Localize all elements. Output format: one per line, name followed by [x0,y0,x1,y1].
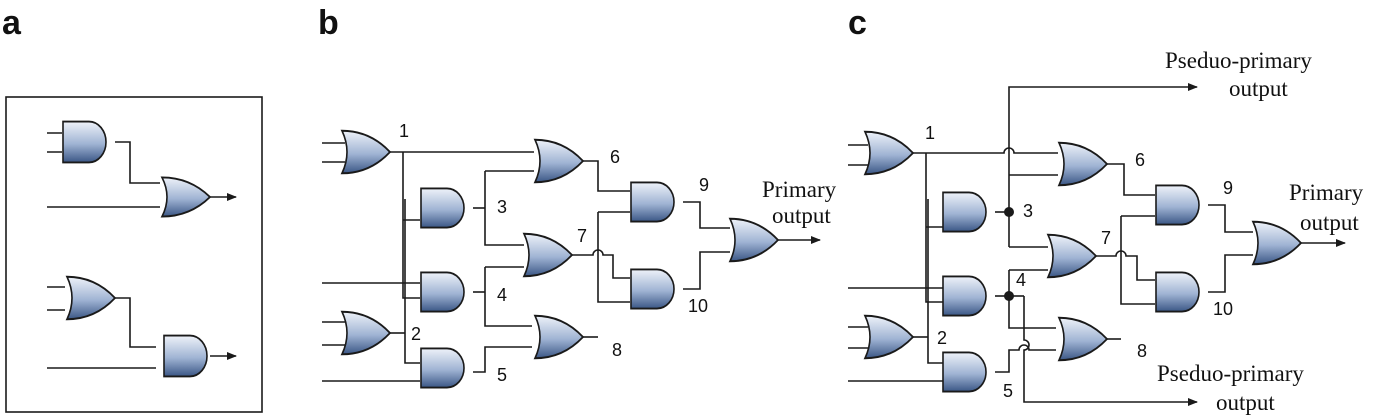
panel-c-gate-label: 5 [1003,381,1013,401]
panel-b-gate-3-and [420,187,465,229]
panel-c-gate-2-or [864,314,914,360]
panel-b-gate-label: 6 [610,147,620,167]
panel-c-gate-7-or [1047,233,1097,279]
panel-b-gate-4-and [420,271,465,313]
panel-b-gate-9-and [630,181,675,223]
panel-b-primary-output-label: Primary [762,177,837,202]
panel-c-gate-4-and [942,275,987,317]
panel-c-junction-dot-3 [1004,207,1014,217]
panel-b-gate-label: 1 [399,121,409,141]
panel-b-gate-label: 8 [612,340,622,360]
panel-c-gate-label: 3 [1023,201,1033,221]
panel-a-letter: a [2,4,22,42]
panel-b-gate-label: 10 [688,296,708,316]
panel-a-and-gate [62,120,107,164]
panel-c-gate-label: 10 [1213,299,1233,319]
panel-a: a [2,4,263,413]
panel-c-gate-3-and [942,191,987,233]
panel-b-gate-label: 3 [497,197,507,217]
panel-c-gate-9-and [1155,184,1200,226]
panel-b-gate-10-and [630,268,675,310]
panel-c-gate-5-and [942,351,987,393]
panel-b-wires [322,142,821,382]
panel-b-letter: b [318,4,339,42]
panel-c-letter: c [848,4,867,42]
panel-c-junction-dot-4 [1004,291,1014,301]
panel-b-primary-output-label: output [772,203,831,228]
panel-b-gate-2-or [341,310,391,356]
panel-b-gate-label: 7 [577,226,587,246]
panel-b-gate-label: 2 [411,324,421,344]
panel-a-wires [47,132,237,369]
panel-b: b [318,4,837,389]
panel-b-gate-5-and [420,347,465,389]
panel-a-and-gate [163,334,208,378]
panel-b-gate-label: 9 [699,175,709,195]
panel-b-gate-6-or [534,138,584,184]
panel-c-gate-labels: 1 2 3 4 5 6 7 8 9 10 [925,123,1233,401]
panel-b-gate-label: 4 [497,285,507,305]
panel-b-gate-1-or [341,129,391,175]
panel-a-or-gate [161,176,211,218]
panel-c-gate-label: 8 [1137,341,1147,361]
panel-c-pseudo-output-top-label: output [1229,76,1288,101]
panel-c: c [848,4,1364,415]
panel-c-primary-output-label: output [1300,210,1359,235]
panel-b-final-or-gate [729,217,779,263]
panel-c-primary-output-label: Primary [1289,180,1364,205]
panel-c-gate-8-or [1058,316,1108,362]
panel-c-gate-10-and [1155,271,1200,313]
panel-b-gate-8-or [534,314,584,360]
panel-c-gate-1-or [864,130,914,176]
panel-c-gate-label: 7 [1101,228,1111,248]
panel-c-pseudo-output-top-label: Pseduo-primary [1165,48,1312,73]
panel-c-final-or-gate [1252,220,1302,266]
panel-a-frame [5,96,263,413]
panel-b-gate-label: 5 [497,365,507,385]
panel-a-or-gate [66,275,116,321]
panel-c-wires [848,83,1346,406]
panel-c-pseudo-output-bottom-label: Pseduo-primary [1157,361,1304,386]
panel-c-gate-label: 1 [925,123,935,143]
panel-b-gate-7-or [523,232,573,278]
panel-c-gate-6-or [1058,141,1108,187]
panel-c-gate-label: 4 [1016,270,1026,290]
panel-c-pseudo-output-bottom-label: output [1216,390,1275,415]
panel-b-gate-labels: 1 2 3 4 5 6 7 8 9 10 [399,121,709,385]
panel-c-gate-label: 6 [1135,150,1145,170]
panel-c-gate-label: 2 [937,328,947,348]
panel-c-gate-label: 9 [1223,178,1233,198]
